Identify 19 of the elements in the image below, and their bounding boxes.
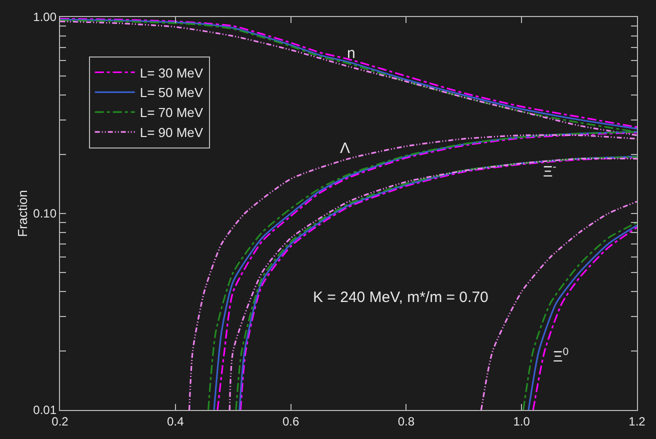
annotation: n	[347, 45, 356, 62]
annotation: Λ	[340, 140, 350, 157]
x-tick-label: 1.0	[513, 414, 530, 428]
y-tick-label: 0.01	[33, 403, 57, 418]
y-tick-label: 0.10	[33, 206, 57, 221]
y-tick-label: 1.00	[33, 10, 57, 24]
legend-label: L= 70 MeV	[140, 105, 204, 120]
annotation: Ξ$^{-}$	[543, 161, 557, 180]
legend-label: L= 50 MeV	[140, 85, 204, 100]
x-tick-label: 0.4	[167, 414, 184, 428]
annotation: K = 240 MeV, m*/m = 0.70	[313, 289, 488, 306]
x-tick-label: 0.8	[398, 414, 415, 428]
x-tick-label: 0.2	[52, 414, 69, 428]
y-axis-title: Fraction	[15, 190, 30, 237]
legend-label: L= 30 MeV	[140, 65, 204, 80]
legend-label: L= 90 MeV	[140, 125, 204, 140]
x-tick-label: 0.6	[282, 414, 300, 428]
annotation: Ξ$^{0}$	[553, 346, 569, 366]
x-tick-label: 1.2	[628, 414, 646, 428]
